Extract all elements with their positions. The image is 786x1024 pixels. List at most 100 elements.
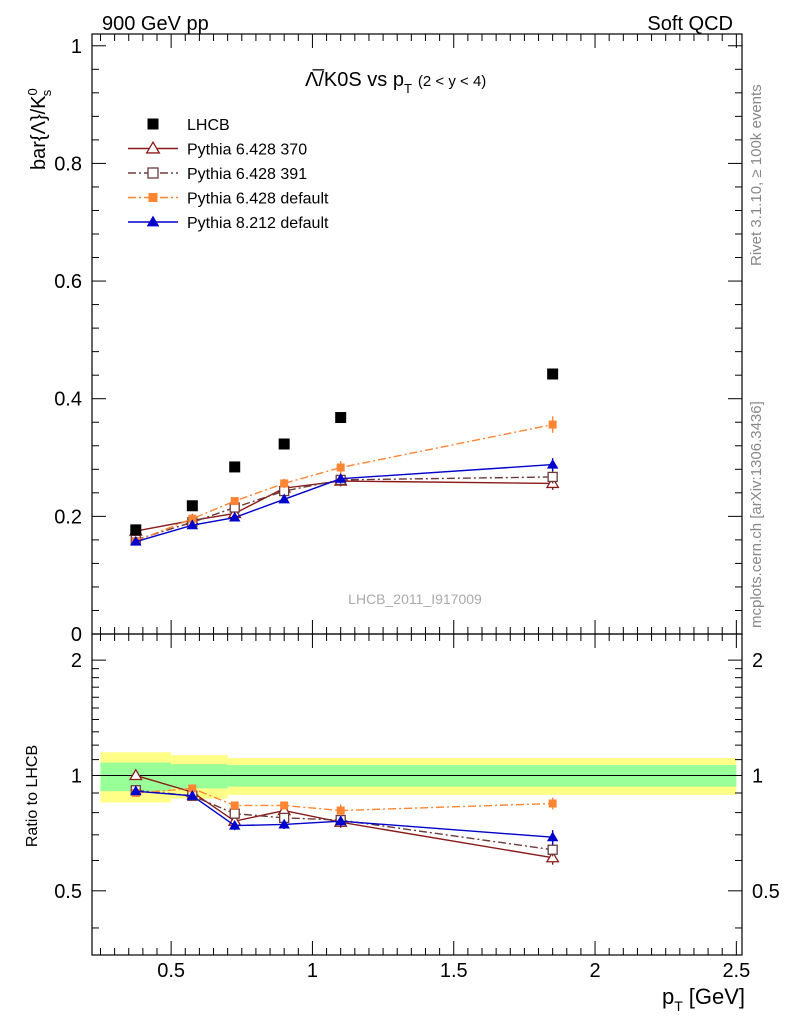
main-plot-series (128, 368, 560, 546)
main-y-tick-label-4: 0.8 (54, 153, 82, 175)
main-ylabel-superscript: 0 (25, 88, 40, 95)
legend-marker-lhcb (147, 118, 159, 130)
ratio-point-pythia-6-428-370-5 (545, 850, 560, 863)
legend-entry-pythia-6-428-391: Pythia 6.428 391 (128, 166, 307, 183)
point-pythia-6-428-default-4 (336, 463, 345, 472)
ratio-plot-series (128, 768, 560, 865)
main-ylabel-text: bar{Λ}/K (28, 95, 50, 170)
ratio-band-green-1 (171, 764, 228, 789)
legend-label-pythia-6-428-370: Pythia 6.428 370 (187, 142, 307, 159)
main-y-tick-label-1: 0.2 (54, 506, 82, 528)
legend-label-pythia-6-428-391: Pythia 6.428 391 (187, 166, 307, 183)
series-line-pythia-6-428-391 (135, 476, 553, 541)
ratio-y-axis-label: Ratio to LHCB (24, 745, 41, 847)
legend-marker-pythia-8-212-default (146, 215, 160, 227)
x-tick-label-1: 1 (307, 960, 318, 982)
point-lhcb-3 (278, 438, 290, 450)
ratio-point-pythia-8-212-default-5 (546, 831, 559, 842)
main-y-axis-label: bar{Λ}/K0s (25, 88, 54, 170)
ratio-y-tick-label-right-1: 1 (752, 765, 763, 787)
main-y-tick-label-5: 1 (71, 36, 82, 58)
x-label-subscript: T (674, 998, 683, 1014)
point-pythia-6-428-default-5 (548, 420, 557, 429)
ratio-point-pythia-6-428-default-5 (548, 799, 557, 808)
ratio-y-tick-label-left-2: 2 (71, 650, 82, 672)
ratio-line-pythia-8-212-default (135, 790, 553, 838)
point-pythia-6-428-391-5 (547, 471, 558, 483)
legend: LHCB Pythia 6.428 370 Pythia 6.428 391 Pyth… (128, 117, 329, 232)
ratio-point-pythia-8-212-default-2 (228, 819, 241, 830)
x-tick-label-0: 0.5 (157, 960, 185, 982)
legend-entry-pythia-6-428-370: Pythia 6.428 370 (128, 140, 307, 159)
x-tick-label-2: 1.5 (440, 960, 468, 982)
point-pythia-8-212-default-2 (228, 511, 241, 522)
ratio-plot-frame (91, 633, 743, 956)
ratio-line-pythia-6-428-370 (135, 774, 553, 859)
point-pythia-8-212-default-4 (334, 472, 347, 483)
x-tick-label-3: 2 (589, 960, 600, 982)
ratio-point-pythia-8-212-default-3 (278, 818, 290, 829)
header-right: Soft QCD (647, 13, 733, 35)
ratio-y-tick-label-right-2: 2 (752, 650, 763, 672)
ratio-point-pythia-6-428-default-4 (336, 806, 345, 815)
ratio-point-pythia-6-428-default-2 (230, 801, 239, 810)
x-label-main: p (662, 984, 674, 1009)
x-axis-label: pT [GeV] (662, 984, 745, 1014)
point-lhcb-4 (335, 412, 347, 424)
series-line-pythia-8-212-default (135, 463, 553, 543)
point-pythia-8-212-default-0 (130, 535, 142, 546)
series-pythia-6-428-default (131, 416, 557, 546)
main-y-tick-label-0: 0 (71, 624, 82, 646)
main-y-tick-label-3: 0.6 (54, 271, 82, 293)
main-ylabel-subscript: s (39, 89, 54, 96)
mcplots-reference-note: mcplots.cern.ch [arXiv:1306.3436] (748, 401, 765, 628)
ratio-point-pythia-6-428-370-0 (128, 768, 143, 781)
ratio-y-tick-label-left-1: 1 (71, 765, 82, 787)
ratio-point-pythia-8-212-default-0 (130, 785, 142, 796)
point-pythia-8-212-default-1 (186, 519, 199, 530)
legend-entry-lhcb: LHCB (147, 117, 230, 134)
ratio-uncertainty-bands (100, 752, 737, 803)
ratio-point-pythia-6-428-391-2 (229, 808, 240, 819)
main-title-range: (2 < y < 4) (418, 73, 486, 90)
legend-marker-pythia-6-428-default (148, 193, 158, 202)
legend-label-lhcb: LHCB (187, 117, 230, 134)
main-title-text: Λ̅/K0S vs p (305, 68, 404, 91)
legend-entry-pythia-6-428-default: Pythia 6.428 default (128, 191, 329, 208)
header-left: 900 GeV pp (102, 13, 209, 35)
ratio-y-tick-label-left-0: 0.5 (54, 881, 82, 903)
analysis-id-watermark: LHCB_2011_I917009 (348, 591, 482, 607)
rivet-version-note: Rivet 3.1.10, ≥ 100k events (748, 84, 765, 266)
ratio-y-tick-label-right-0: 0.5 (752, 881, 780, 903)
x-label-unit: [GeV] (689, 984, 745, 1009)
ratio-point-pythia-8-212-default-4 (334, 815, 347, 826)
ratio-point-pythia-6-428-default-1 (188, 784, 197, 793)
legend-label-pythia-6-428-default: Pythia 6.428 default (187, 191, 329, 208)
point-lhcb-2 (229, 461, 241, 473)
axis-ticks (92, 34, 742, 955)
main-title-subscript: T (404, 81, 412, 96)
main-plot-title: Λ̅/K0S vs pT (2 < y < 4) (305, 68, 486, 96)
series-line-pythia-6-428-default (135, 423, 553, 542)
main-y-tick-label-2: 0.4 (54, 389, 82, 411)
point-pythia-6-428-default-3 (280, 479, 289, 488)
point-pythia-8-212-default-3 (278, 493, 290, 504)
ratio-point-pythia-6-428-391-5 (547, 844, 558, 855)
ratio-line-pythia-6-428-391 (135, 789, 553, 851)
series-lhcb (130, 368, 559, 536)
ratio-line-pythia-6-428-default (135, 787, 553, 812)
legend-marker-pythia-6-428-391 (147, 167, 159, 179)
point-pythia-6-428-default-2 (230, 497, 239, 506)
point-pythia-6-428-default-1 (188, 514, 197, 523)
plot-frames (91, 33, 743, 956)
legend-marker-pythia-6-428-370 (145, 140, 161, 154)
ratio-series-pythia-8-212-default (130, 785, 559, 845)
legend-entry-pythia-8-212-default: Pythia 8.212 default (128, 215, 329, 232)
legend-label-pythia-8-212-default: Pythia 8.212 default (187, 215, 329, 232)
ratio-point-pythia-8-212-default-1 (186, 790, 199, 800)
point-pythia-8-212-default-5 (546, 458, 559, 469)
point-lhcb-0 (130, 524, 142, 536)
axis-tick-labels: 0.5 1 1.5 2 2.5 0 0.2 0.4 0.6 0.8 1 0.5 0.5 1 1 2 2 (54, 36, 780, 982)
series-pythia-8-212-default (130, 458, 559, 546)
